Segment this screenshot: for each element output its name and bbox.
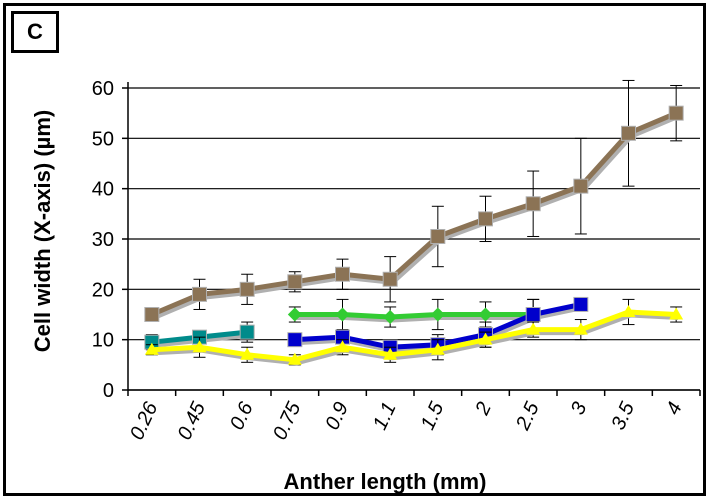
x-tick-label: 4 <box>662 399 687 418</box>
data-point <box>382 271 398 287</box>
series-line-shadow <box>152 111 680 320</box>
data-point <box>144 307 160 322</box>
series-line <box>294 312 534 320</box>
y-tick-label: 20 <box>92 279 114 301</box>
data-point <box>335 266 350 282</box>
x-tick-label: 0.6 <box>226 398 258 433</box>
y-tick-label: 60 <box>92 78 114 100</box>
data-point <box>621 125 636 141</box>
data-point <box>573 296 589 312</box>
data-point <box>430 342 445 355</box>
y-tick-label: 0 <box>103 380 114 402</box>
axes <box>122 82 701 396</box>
x-tick-label: 0.45 <box>174 398 211 443</box>
data-point <box>240 347 255 360</box>
data-point <box>383 310 398 325</box>
x-tick-label: 3 <box>567 399 592 418</box>
data-point <box>144 342 159 355</box>
chart-frame <box>3 3 706 496</box>
data-point <box>192 340 207 353</box>
data-point <box>239 324 255 340</box>
y-tick-label: 40 <box>92 179 114 201</box>
x-tick-label: 0.26 <box>126 398 163 443</box>
y-axis-title: Cell width (X-axis) (µm) <box>30 110 55 352</box>
x-tick-label: 2 <box>471 399 496 419</box>
x-tick-labels: 0.26 0.45 0.6 0.75 0.9 1.1 1.5 2 2.5 3 3.5 4 <box>126 398 687 443</box>
data-point <box>383 347 398 360</box>
data-point <box>430 228 446 244</box>
x-tick-label: 0.9 <box>321 399 353 434</box>
data-point <box>669 307 684 320</box>
x-tick-label: 1.1 <box>369 399 401 434</box>
series-5 <box>144 298 684 366</box>
data-point <box>573 322 588 335</box>
y-tick-label: 10 <box>92 330 114 352</box>
data-point <box>287 274 303 290</box>
data-point <box>525 196 541 212</box>
data-point <box>287 307 302 322</box>
series-1 <box>144 79 684 322</box>
x-tick-label: 1.5 <box>417 398 449 433</box>
series-3 <box>287 298 541 331</box>
series-group <box>144 79 684 366</box>
data-point <box>526 322 541 335</box>
y-tick-label: 30 <box>92 229 114 251</box>
data-point <box>573 178 589 194</box>
data-point <box>621 304 636 317</box>
panel-label: C <box>11 11 59 53</box>
data-point <box>192 286 207 302</box>
data-point <box>335 340 350 353</box>
data-point <box>478 332 493 345</box>
data-point <box>335 307 350 322</box>
series-line <box>150 110 678 317</box>
x-tick-label: 2.5 <box>512 398 544 434</box>
data-point <box>287 332 303 348</box>
data-point <box>525 307 541 322</box>
x-axis-title: Anther length (mm) <box>284 469 487 494</box>
x-tick-label: 3.5 <box>607 398 639 433</box>
data-point <box>478 307 493 322</box>
y-tick-label: 50 <box>92 128 114 150</box>
data-point <box>239 281 255 297</box>
data-point <box>478 211 493 227</box>
data-point <box>430 307 445 322</box>
y-tick-labels: 0 10 20 30 40 50 60 <box>92 78 114 402</box>
data-point <box>668 105 684 121</box>
data-point <box>287 352 302 365</box>
series-line <box>151 309 677 363</box>
x-tick-label: 0.75 <box>269 398 306 443</box>
